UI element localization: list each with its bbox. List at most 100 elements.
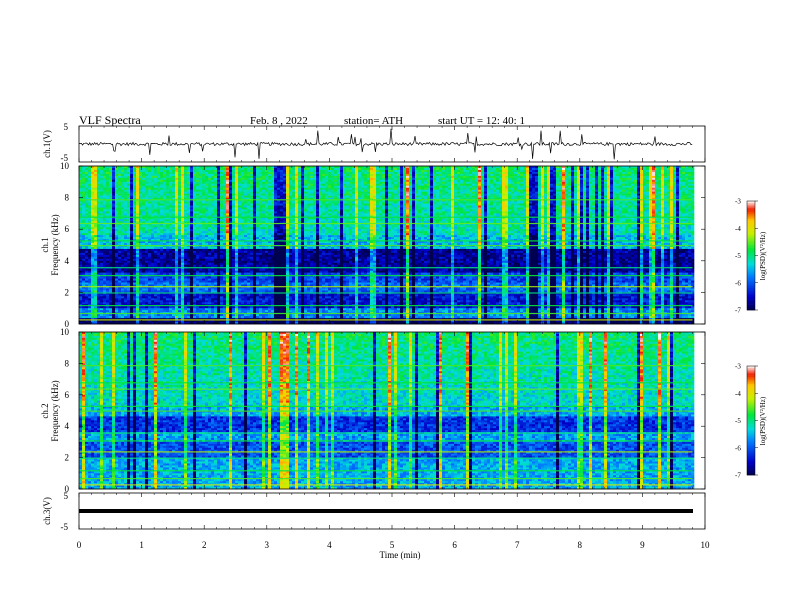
spectrogram-cell [139,169,143,173]
spectrogram-cell [658,171,662,175]
spectrogram-cell [247,207,251,210]
spectrogram-cell [184,197,188,200]
spectrogram-cell [688,175,692,179]
spectrogram-cell [604,175,608,179]
spectrogram-cell [181,191,185,194]
spectrogram-cell [520,179,524,183]
spectrogram-cell [163,175,167,179]
spectrogram-cell [562,183,566,187]
spectrogram-cell [154,203,158,206]
spectrogram-cell [256,205,260,208]
spectrogram-cell [490,203,494,206]
spectrogram-cell [439,189,443,192]
spectrogram-cell [139,181,143,185]
spectrogram-cell [388,193,392,196]
spectrogram-cell [682,209,686,212]
spectrogram-cell [643,166,647,169]
spectrogram-cell [292,197,296,200]
spectrogram-cell [223,183,227,187]
spectrogram-cell [622,203,626,206]
spectrogram-cell [385,169,389,173]
spectrogram-cell [526,203,530,206]
spectrogram-cell [688,191,692,194]
spectrogram-cell [85,189,89,192]
spectrogram-cell [265,187,269,190]
spectrogram-cell [205,189,209,192]
spectrogram-cell [580,209,584,212]
spectrogram-cell [646,201,650,204]
spectrogram-cell [481,177,485,181]
spectrogram-cell [583,203,587,206]
spectrogram-cell [577,179,581,183]
spectrogram-cell [424,167,428,171]
spectrogram-cell [160,175,164,179]
spectrogram-cell [292,187,296,190]
spectrogram-cell [247,181,251,185]
spectrogram-cell [220,197,224,200]
spectrogram-cell [532,177,536,181]
spectrogram-cell [283,179,287,183]
spectrogram-cell [652,195,656,198]
spectrogram-cell [166,201,170,204]
spectrogram-cell [184,183,188,187]
spectrogram-cell [628,169,632,173]
station-label: station= ATH [344,115,403,127]
spectrogram-cell [571,199,575,202]
spectrogram-cell [526,169,530,173]
spectrogram-cell [448,189,452,192]
spectrogram-cell [322,179,326,183]
spectrogram-cell [685,185,689,189]
spectrogram-cell [574,193,578,196]
spectrogram-cell [325,179,329,183]
spectrogram-cell [526,171,530,175]
spectrogram-cell [574,171,578,175]
spectrogram-cell [526,191,530,194]
spectrogram-cell [508,201,512,204]
spectrogram-cell [481,173,485,177]
spectrogram-cell [628,201,632,204]
spectrogram-cell [583,201,587,204]
spectrogram-cell [688,187,692,190]
spectrogram-cell [451,183,455,187]
spectrogram-cell [610,197,614,200]
spectrogram-cell [427,177,431,181]
spectrogram-cell [409,181,413,185]
spectrogram-cell [466,171,470,175]
spectrogram-cell [184,195,188,198]
spectrogram-cell [568,169,572,173]
spectrogram-cell [481,171,485,175]
spectrogram-cell [202,201,206,204]
spectrogram-cell [514,197,518,200]
spectrogram-cell [163,187,167,190]
spectrogram-cell [601,207,605,210]
spectrogram-cell [595,193,599,196]
spectrogram-cell [325,201,329,204]
spectrogram-cell [610,183,614,187]
spectrogram-cell [256,169,260,173]
spectrogram-cell [103,177,107,181]
spectrogram-cell [205,177,209,181]
spectrogram-cell [616,195,620,198]
spectrogram-cell [655,195,659,198]
spectrogram-cell [115,199,119,202]
spectrogram-cell [607,166,611,169]
spectrogram-cell [616,193,620,196]
spectrogram-cell [442,203,446,206]
spectrogram-cell [214,181,218,185]
spectrogram-cell [157,167,161,171]
spectrogram-cell [397,193,401,196]
spectrogram-cell [163,201,167,204]
spectrogram-cell [259,171,263,175]
spectrogram-cell [223,211,227,214]
spectrogram-cell [382,175,386,179]
spectrogram-cell [487,179,491,183]
spectrogram-cell [445,187,449,190]
spectrogram-cell [559,169,563,173]
spectrogram-cell [475,181,479,185]
spectrogram-cell [685,199,689,202]
spectrogram-cell [145,185,149,189]
spectrogram-cell [163,169,167,173]
spectrogram-cell [658,179,662,183]
spectrogram-cell [358,166,362,169]
spectrogram-cell [298,179,302,183]
